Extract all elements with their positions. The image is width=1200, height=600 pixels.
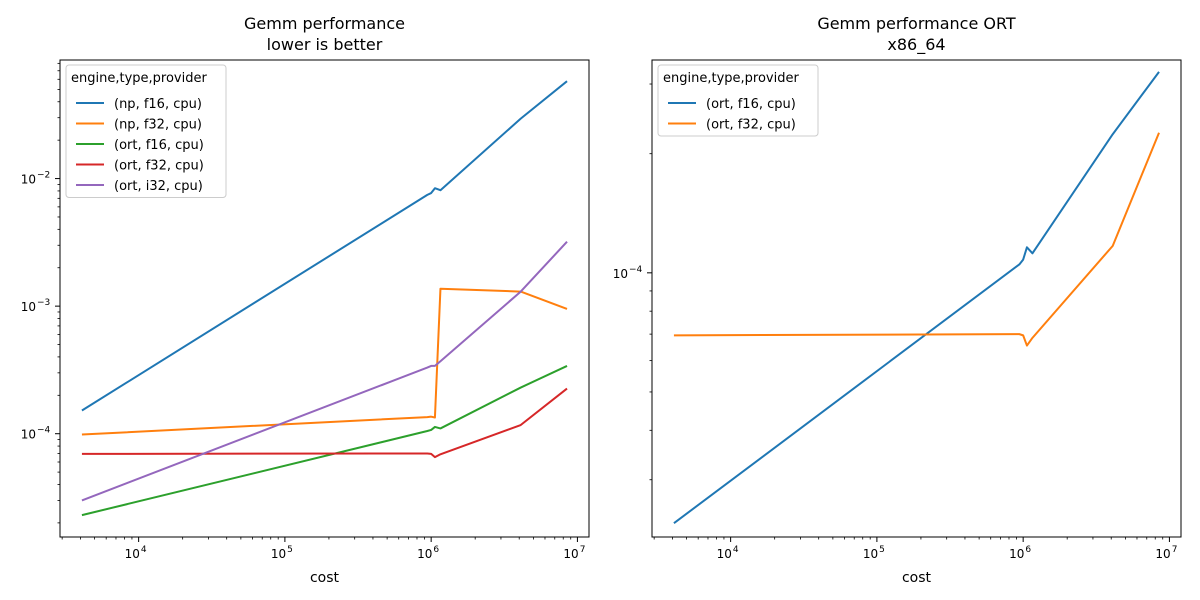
series-line-left-0 (81, 80, 568, 412)
legend-left: engine,type,provider (np, f16, cpu) (np, f… (65, 64, 227, 198)
legend-label-left-2: (ort, f16, cpu) (114, 138, 204, 153)
legend-label-left-3: (ort, f32, cpu) (114, 159, 204, 174)
legend-label-left-1: (np, f32, cpu) (114, 118, 202, 133)
legend-right: engine,type,provider (ort, f16, cpu) (ort,… (657, 64, 819, 137)
legend-label-right-1: (ort, f32, cpu) (706, 118, 796, 133)
series-line-left-4 (81, 241, 568, 502)
chart-left-subtitle: lower is better (267, 35, 383, 54)
chart-right-xlabel: cost (902, 570, 932, 586)
series-line-right-0 (673, 71, 1160, 524)
legend-box-right (657, 64, 819, 137)
series-line-left-2 (81, 365, 568, 517)
axes-frame-left (59, 59, 590, 538)
legend-title-left: engine,type,provider (71, 71, 207, 86)
chart-left-title: Gemm performance (244, 14, 405, 33)
chart-right-title: Gemm performance ORT (817, 14, 1016, 33)
series-line-right-1 (673, 132, 1160, 347)
legend-label-left-0: (np, f16, cpu) (114, 97, 202, 112)
axes-frame-right (651, 59, 1182, 538)
chart-right-subtitle: x86_64 (887, 35, 945, 55)
legend-title-right: engine,type,provider (663, 71, 799, 86)
legend-label-left-4: (ort, i32, cpu) (114, 179, 203, 194)
series-line-left-3 (81, 387, 568, 459)
chart-right-plot-area: 104 105 106 10710−4engine,type,provider(ort… (613, 59, 1182, 561)
legend-box-left (65, 64, 227, 198)
legend-label-right-0: (ort, f16, cpu) (706, 97, 796, 112)
chart-right: Gemm performance ORT x86_64 cost 104 105 1… (613, 14, 1182, 586)
chart-left-xlabel: cost (310, 570, 340, 586)
